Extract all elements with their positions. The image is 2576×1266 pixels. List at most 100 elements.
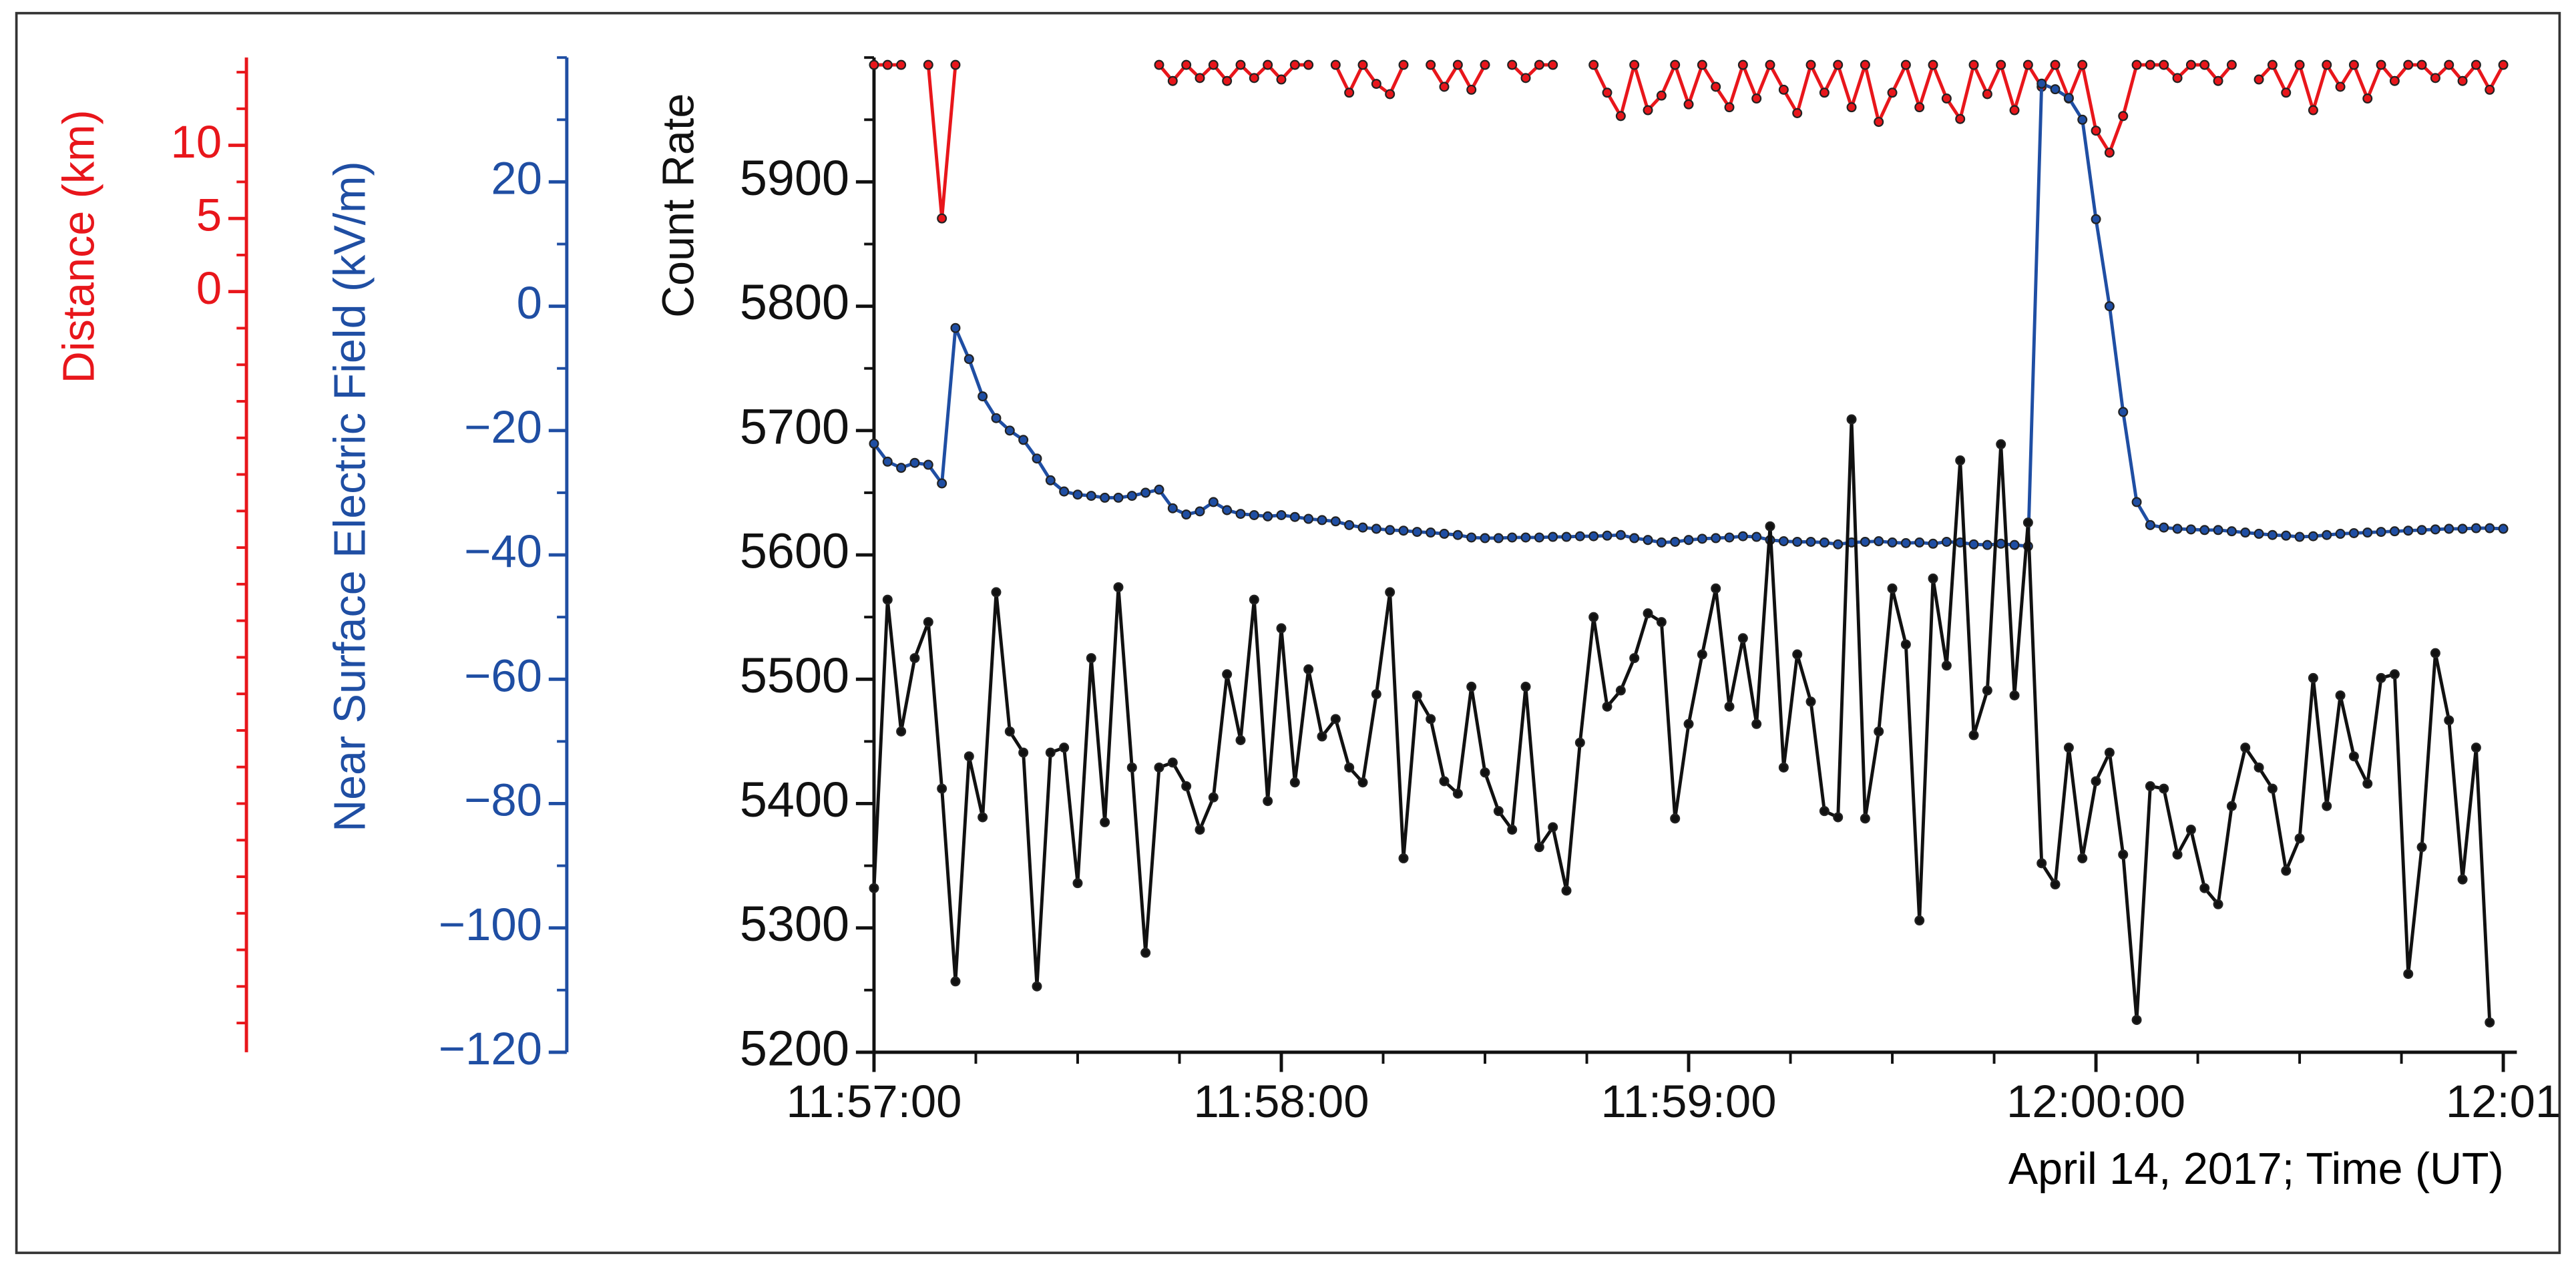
data-point [1588, 612, 1599, 622]
data-point [2022, 517, 2033, 528]
data-point [1222, 75, 1233, 86]
data-point [1344, 762, 1355, 773]
data-point [1683, 99, 1694, 110]
data-point [1982, 685, 1992, 696]
data-point [2294, 532, 2305, 542]
data-point [2403, 59, 2414, 70]
data-point [1900, 639, 1911, 650]
y-axis-title: Count Rate [654, 93, 704, 318]
data-point [2335, 690, 2346, 700]
data-point [1330, 516, 1341, 527]
y-tick-label: 5500 [740, 648, 849, 703]
y2-axis-title: Near Surface Electric Field (kV/m) [326, 161, 375, 832]
data-point [2091, 126, 2101, 136]
data-point [1846, 102, 1857, 113]
data-point [1032, 453, 1042, 464]
data-point [1670, 59, 1681, 70]
y-tick-label: 5300 [740, 896, 849, 952]
y3-tick-label: 0 [196, 262, 222, 314]
data-point [1656, 617, 1667, 628]
data-point [1602, 87, 1613, 98]
data-point [991, 587, 1002, 598]
data-point [2348, 528, 2359, 538]
data-point [937, 213, 947, 224]
data-point [2430, 73, 2440, 83]
data-point [1426, 714, 1436, 724]
data-point [1100, 492, 1110, 503]
data-point [1330, 59, 1341, 70]
data-point [1263, 511, 1273, 521]
data-point [1697, 649, 1707, 660]
data-point [1819, 806, 1830, 817]
data-point [1615, 530, 1626, 540]
data-point [1344, 519, 1355, 530]
data-point [1439, 776, 1450, 787]
data-point [2376, 59, 2386, 70]
data-point [1887, 87, 1898, 98]
data-point [2091, 776, 2101, 787]
data-point [1086, 653, 1096, 664]
x-axis-title: April 14, 2017; Time (UT) [2008, 1144, 2504, 1194]
data-point [2009, 540, 2020, 550]
data-point [1452, 530, 1463, 540]
data-point [1480, 59, 1490, 70]
data-point [1928, 59, 1938, 70]
data-point [1711, 583, 1721, 594]
data-point [1670, 813, 1681, 824]
data-point [1697, 59, 1707, 70]
y-tick-label: 5600 [740, 523, 849, 579]
data-point [1072, 489, 1083, 500]
data-point [1195, 506, 1205, 517]
data-point [1412, 527, 1422, 538]
data-point [1398, 59, 1409, 70]
data-point [2050, 879, 2061, 890]
data-point [882, 59, 893, 70]
y2-tick-label: −80 [464, 775, 542, 826]
data-point [1059, 486, 1070, 497]
data-point [1086, 491, 1096, 501]
data-point [1955, 114, 1966, 124]
data-point [2457, 874, 2468, 885]
data-point [1751, 532, 1762, 542]
data-point [1398, 525, 1409, 536]
data-point [1059, 743, 1070, 753]
data-point [2036, 858, 2047, 869]
data-point [1167, 757, 1178, 768]
data-point [2444, 715, 2454, 726]
data-point [1493, 533, 1504, 544]
data-point [1900, 59, 1911, 70]
data-point [1507, 532, 1518, 543]
data-point [1683, 535, 1694, 546]
data-point [950, 59, 961, 70]
data-point [1317, 731, 1327, 742]
data-point [1860, 813, 1870, 824]
data-point [1765, 521, 1775, 532]
data-point [2226, 526, 2237, 537]
data-point [2253, 762, 2264, 773]
data-point [2159, 783, 2169, 794]
data-point [1737, 633, 1748, 644]
x-tick-label: 11:57:00 [786, 1076, 961, 1127]
data-point [1874, 536, 1884, 547]
data-point [1996, 538, 2006, 549]
data-point [2471, 523, 2481, 534]
data-point [2131, 497, 2142, 507]
data-point [2185, 59, 2196, 70]
data-point [1778, 84, 1789, 95]
data-point [2009, 105, 2020, 116]
data-point [1466, 84, 1477, 95]
data-point [1941, 536, 1952, 547]
x-tick-label: 12:00:00 [2006, 1076, 2185, 1127]
data-point [1507, 825, 1518, 835]
data-point [2253, 528, 2264, 539]
data-point [2389, 669, 2400, 680]
x-tick-label: 11:58:00 [1193, 1076, 1369, 1127]
data-point [1126, 762, 1137, 773]
data-point [2240, 528, 2251, 538]
data-point [1914, 102, 1925, 113]
data-point [1249, 594, 1259, 605]
data-point [2362, 93, 2373, 104]
data-point [1385, 525, 1396, 536]
y-tick-label: 5200 [740, 1020, 849, 1076]
